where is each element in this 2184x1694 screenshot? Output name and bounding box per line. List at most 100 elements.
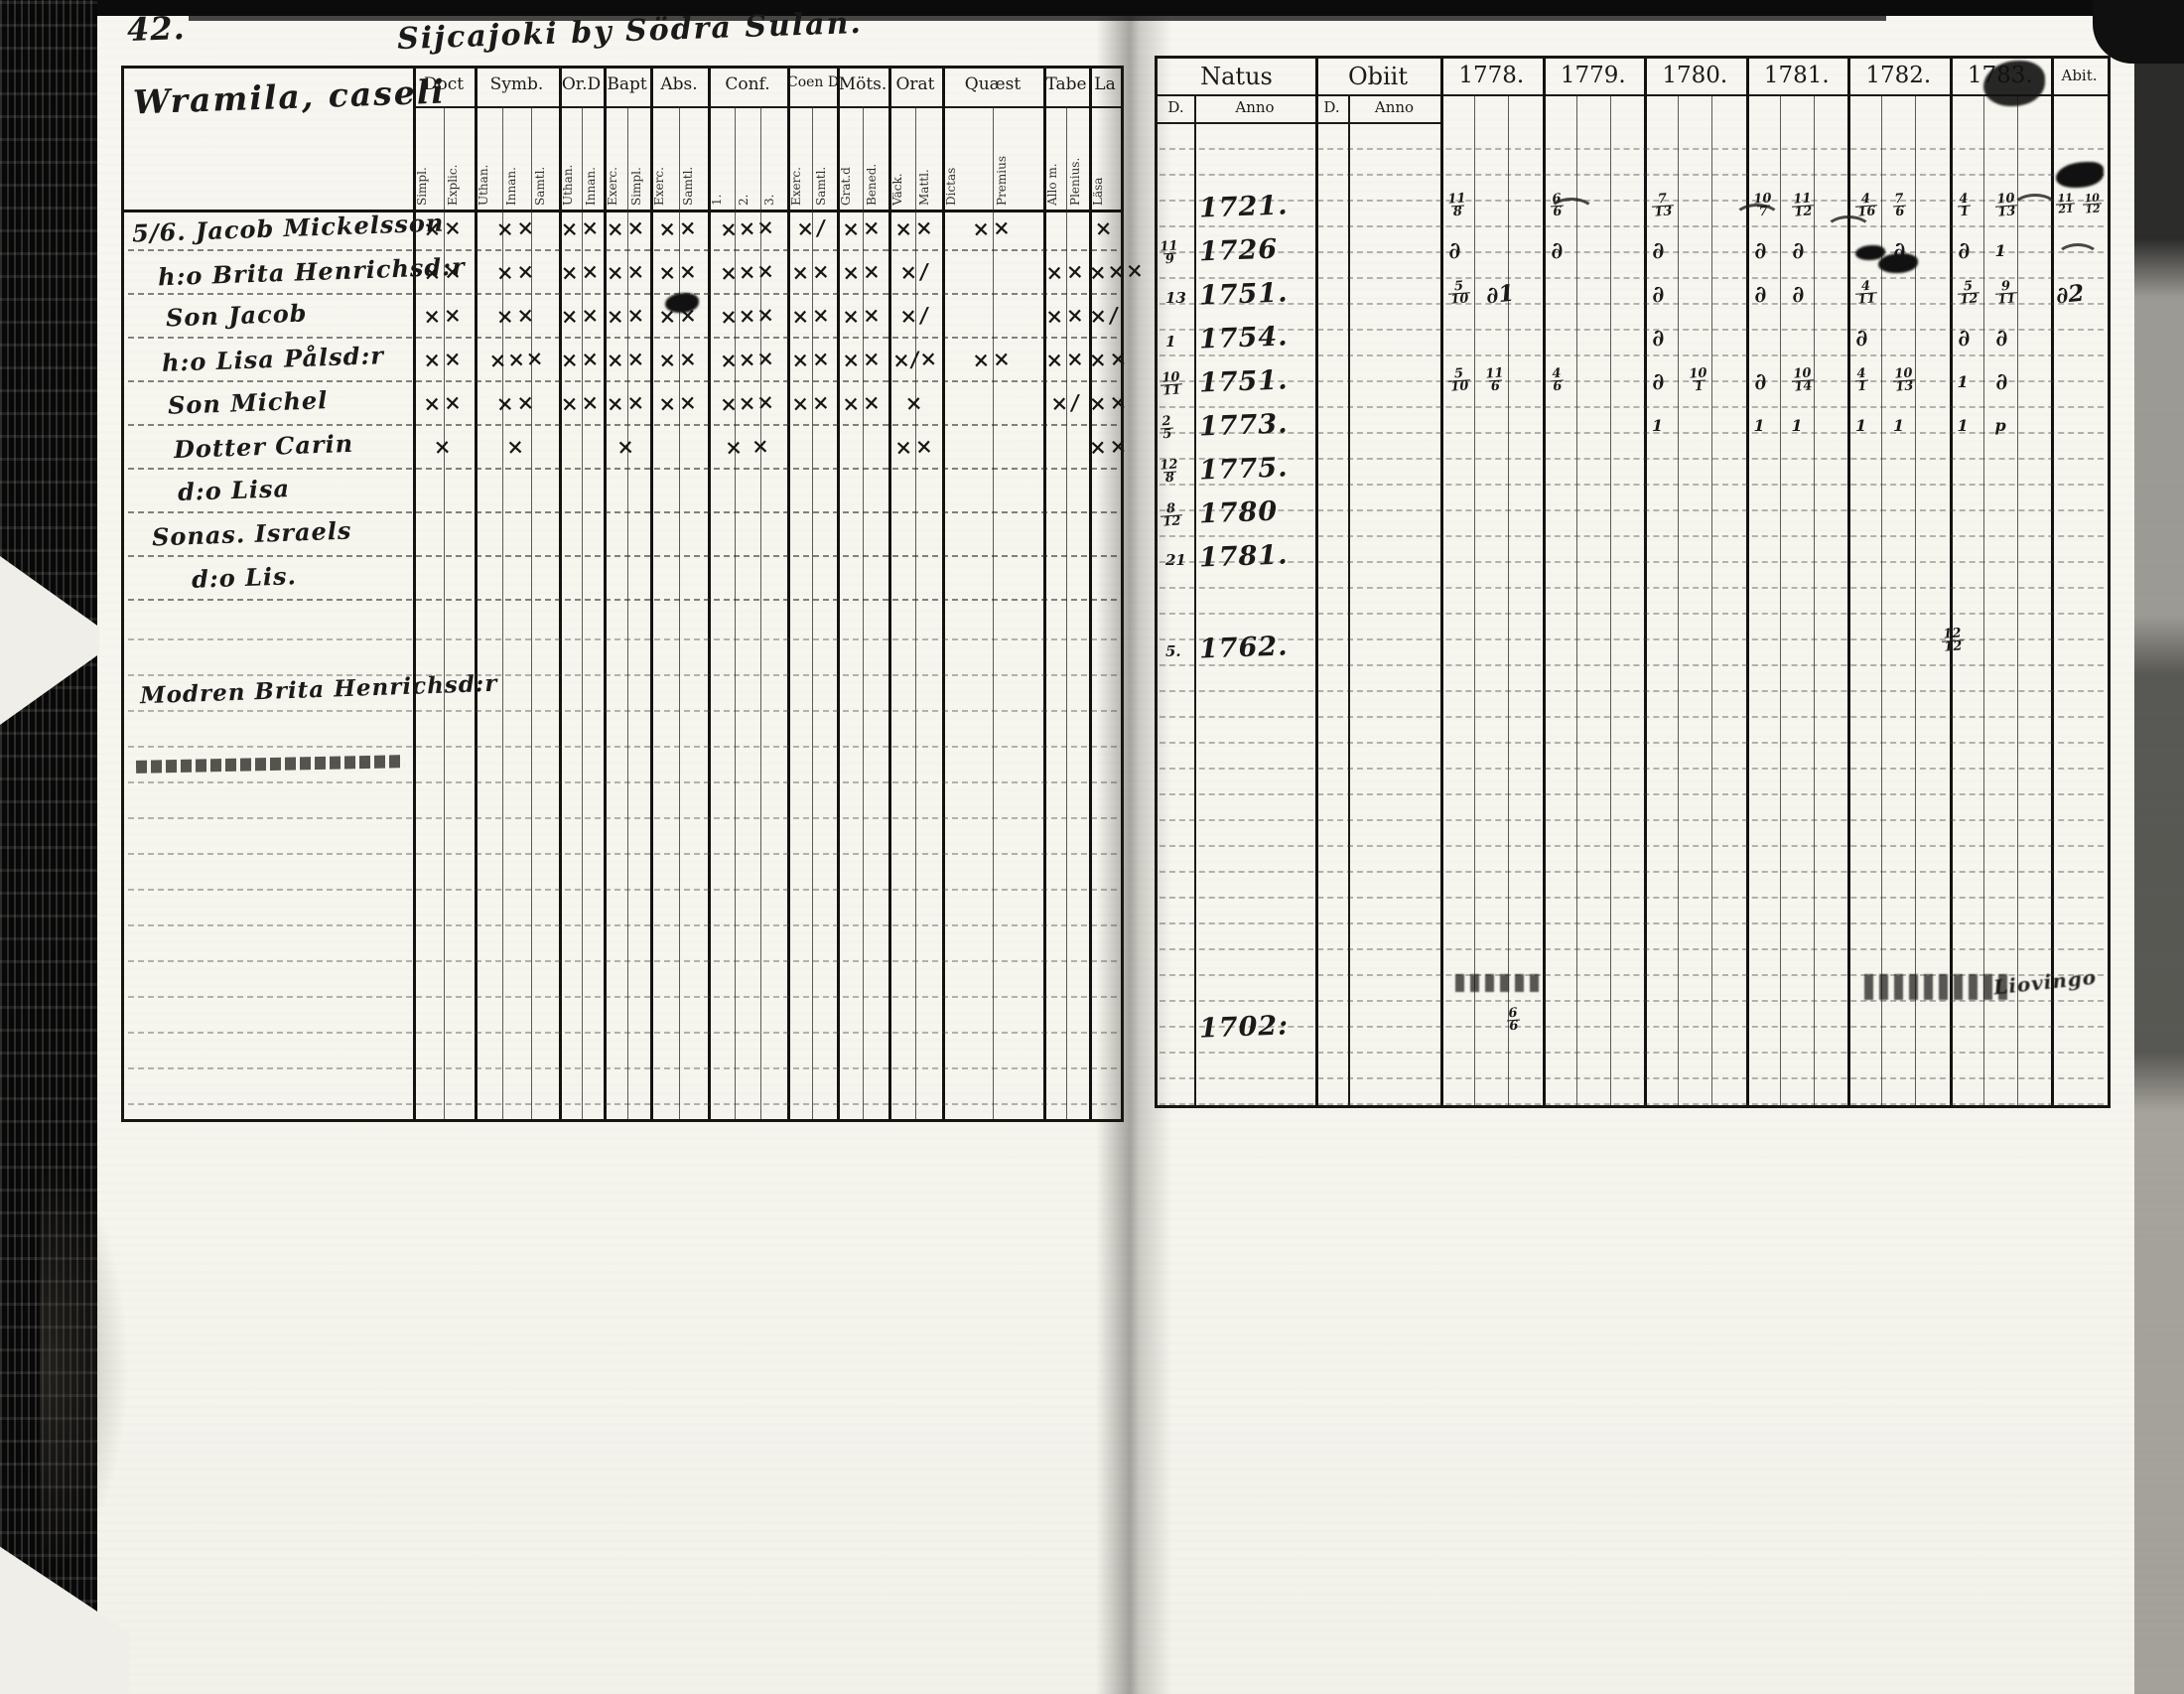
year-header: 1782. [1865,63,1932,88]
column-subheader: Allo m. [1045,163,1059,206]
column-subheader: Simpl. [628,167,643,206]
column-subheader: Grat.d [839,167,853,206]
date-fraction-part: 14 [1791,378,1815,395]
ink-blot [1855,245,1885,260]
date-fraction-part: 9 [1162,252,1177,268]
mark: 1 [1753,416,1765,435]
grid-row-rule [1160,509,2104,511]
birth-day: 11 9 [1160,238,1179,268]
column-subheader: Samtl. [814,166,828,206]
date-fraction-part: 6 [1892,205,1907,220]
person-name: Son Jacob [165,298,308,333]
anno-subheader: Anno [1235,98,1275,116]
column-rule [1043,69,1046,1119]
subcolumn-rule [1508,94,1510,1105]
pen-flourish [1733,204,1781,233]
attendance-marks: ×× [790,345,834,373]
date-mark: 12 12 [1941,626,1965,655]
subcolumn-rule [1881,94,1883,1105]
column-header: Symb. [489,74,544,94]
date-fraction-part: 13 [1651,204,1675,220]
birth-year: 1721. [1198,190,1290,224]
column-rule [1194,94,1196,1105]
empty-row-rule [128,924,1117,926]
birth-year: 1702: [1198,1010,1290,1045]
date-fraction-part: 12 [2082,202,2104,216]
subcolumn-rule [993,106,994,1119]
attendance-marks: ×× [893,432,937,461]
empty-row-rule [128,1032,1117,1034]
date-fraction-part: 12 [1791,204,1815,220]
grid-row-rule [1160,303,2104,305]
column-subheader: Innan. [583,167,598,206]
abiit-mark: 10 12 [2082,191,2104,216]
anno-subheader: Anno [1374,98,1415,116]
column-header: Tabe [1045,74,1087,94]
grid-row-rule [1160,1000,2104,1002]
mark: 1 [1791,416,1803,435]
year-column-rule [1847,59,1850,1105]
scan-corner-blot [2093,0,2184,64]
attendance-marks: × [433,433,455,460]
attendance-marks: ×× [606,345,648,373]
attendance-marks: × [505,433,528,460]
grid-row-rule [1160,561,2104,563]
mark: 1 [1957,416,1969,435]
grid-row-rule [1160,845,2104,847]
attendance-marks: ×× [841,345,885,373]
communion-mark: ∂ [1549,236,1565,265]
paper-texture [95,12,2184,1694]
subcolumn-rule [1711,94,1713,1105]
row-rule [128,555,1117,557]
year-column-rule [1440,59,1443,1105]
attendance-marks: ×× [560,345,603,373]
person-name: Son Michel [167,385,329,420]
row-rule [128,511,1117,513]
column-header: Doct [423,74,465,94]
row-rule [128,424,1117,426]
attendance-marks: ××× [719,388,776,417]
communion-mark: ∂ [1752,236,1768,265]
birth-day: 10 11 [1160,369,1183,399]
year-header: 1781. [1763,63,1830,88]
column-header: Möts. [838,74,887,94]
subcolumn-rule [1575,94,1577,1105]
date-fraction-part: 12 [1160,513,1183,530]
column-rule [2051,59,2054,1105]
grid-row-rule [1160,587,2104,589]
obiit-header: Obiit [1347,63,1409,90]
grid-row-rule [1160,664,2104,666]
attendance-marks: ×× [560,388,603,417]
pen-flourish [2056,243,2100,271]
column-header: Abs. [660,74,698,94]
attendance-marks: ×× [560,213,603,242]
row-rule [128,380,1117,382]
date-fraction-part: 12 [1941,638,1965,655]
header-rule [1158,94,2108,96]
date-mark: 11 6 [1485,365,1505,394]
row-rule [128,293,1117,295]
year-column-rule [1542,59,1546,1105]
attendance-marks: ×× [790,257,834,286]
attendance-marks: ×× [790,301,834,330]
communion-mark: ∂ [1650,280,1666,309]
row-rule [128,337,1117,339]
date-fraction-part: 10 [1447,378,1471,395]
column-subheader: Simpl. [415,167,429,206]
date-fraction-part: 13 [1892,378,1916,395]
column-rule [837,69,840,1119]
grid-row-rule [1160,1077,2104,1079]
grid-row-rule [1160,200,2104,202]
page-number: 42. [126,8,187,50]
grid-row-rule [1160,1103,2104,1105]
column-subheader: Väck. [890,173,904,206]
attendance-marks: × [615,433,638,460]
struck-out-entry [135,755,405,774]
grid-row-rule [1160,871,2104,873]
date-fraction-part: 6 [1550,379,1565,395]
column-rule [1089,69,1092,1119]
empty-row-rule [128,746,1117,748]
attendance-marks: ×× [422,213,466,242]
